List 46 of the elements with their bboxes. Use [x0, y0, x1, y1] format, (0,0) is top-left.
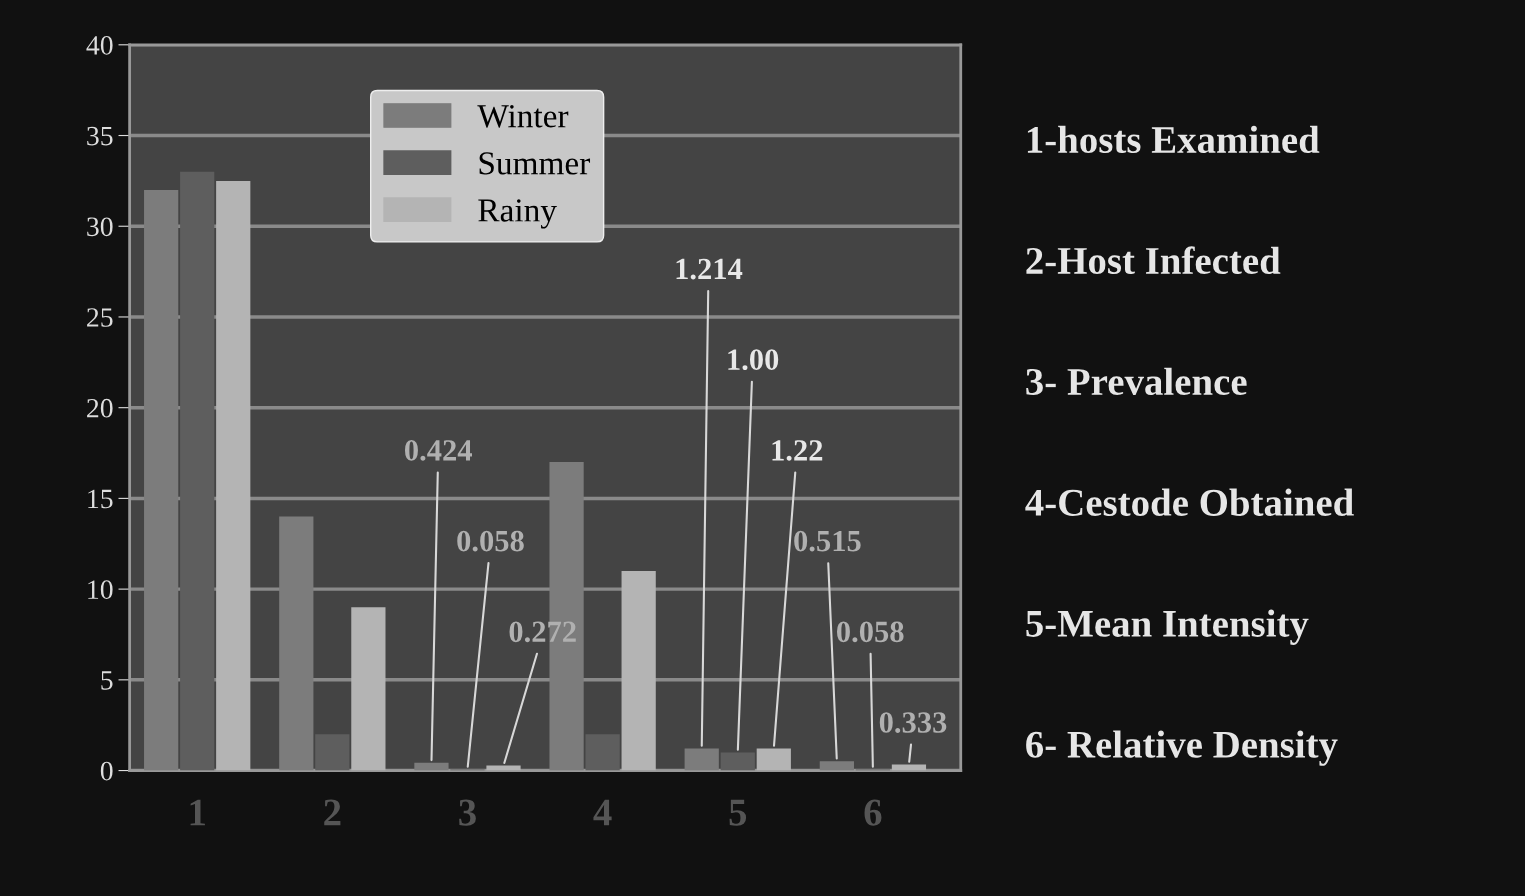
bar [315, 734, 350, 771]
text: 4-Cestode Obtained [1025, 488, 1354, 516]
bar [351, 607, 386, 771]
data-label: 0.424 [404, 440, 473, 461]
y-tick-label: 0 [100, 761, 113, 781]
y-tick-label: 30 [87, 217, 113, 237]
text: 2-Host Infected [1026, 246, 1281, 275]
bar [720, 752, 755, 771]
data-label: 0.333 [879, 712, 947, 733]
data-label: 1.214 [676, 258, 743, 280]
x-tick-label: 4 [593, 799, 612, 826]
bar [216, 180, 251, 771]
data-label: 0.058 [836, 621, 904, 643]
x-tick-label: 3 [459, 799, 476, 826]
data-label: 0.272 [509, 621, 576, 643]
bar [621, 570, 656, 771]
text: 6- Relative Density [1026, 730, 1338, 766]
legend-label: Summer [479, 152, 591, 175]
bar [180, 171, 215, 771]
bar [414, 762, 449, 771]
bar [585, 734, 620, 771]
y-tick-label: 25 [87, 308, 113, 327]
x-tick-label: 5 [729, 799, 747, 826]
x-tick-label: 1 [190, 799, 205, 826]
text: 1-hosts Examined [1027, 125, 1320, 154]
y-tick-label: 20 [87, 398, 113, 418]
y-tick-label: 5 [101, 671, 113, 690]
legend-label: Rainy [478, 199, 557, 229]
x-tick-label: 6 [864, 799, 882, 826]
text: 3- Prevalence [1026, 367, 1247, 396]
legend-label: Winter [477, 105, 569, 128]
bar [756, 748, 791, 771]
y-tick-label: 40 [86, 35, 113, 55]
data-label: 1.00 [728, 349, 779, 371]
data-label: 0.515 [794, 530, 861, 552]
y-tick-label: 10 [88, 580, 113, 600]
text: 5-Mean Intensity [1026, 609, 1309, 645]
y-tick-label: 15 [88, 489, 113, 509]
bar [684, 748, 719, 771]
data-label: 1.22 [772, 440, 823, 461]
bar [819, 761, 854, 771]
x-tick-label: 2 [324, 799, 341, 826]
bar [144, 189, 179, 771]
bar [279, 516, 314, 771]
y-tick-label: 35 [87, 126, 113, 146]
data-label: 0.058 [457, 530, 524, 552]
